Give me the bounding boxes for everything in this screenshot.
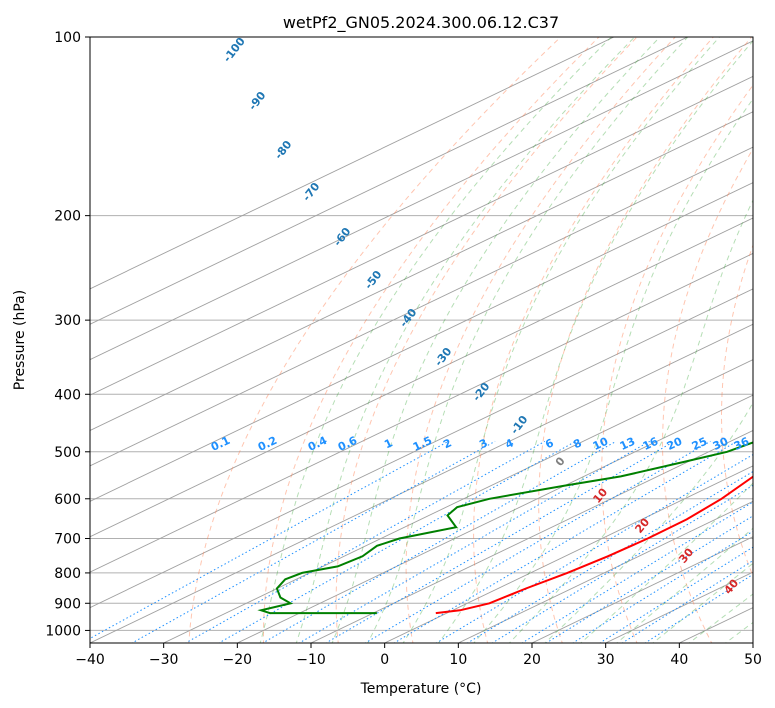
dry-adiabat-line xyxy=(405,37,676,643)
mixing-ratio-line xyxy=(298,440,650,643)
y-tick-label: 100 xyxy=(54,30,81,46)
isotherm-line xyxy=(90,111,753,431)
moist-adiabat-line xyxy=(508,199,753,643)
isotherm-line xyxy=(90,146,753,467)
moist-adiabat-line xyxy=(295,37,635,643)
moist-adiabat-line xyxy=(402,37,720,643)
isotherm-line xyxy=(90,323,753,643)
isotherm-line xyxy=(90,37,689,325)
x-axis-label: Temperature (°C) xyxy=(360,681,482,697)
isotherm-line xyxy=(90,252,753,573)
x-tick-label: −30 xyxy=(149,652,179,668)
mixing-ratio-line xyxy=(393,440,738,643)
background-lines-group xyxy=(90,37,753,643)
y-tick-label: 200 xyxy=(54,209,81,225)
isotherm-line xyxy=(90,182,753,502)
mixing-ratio-label: 36 xyxy=(732,435,752,453)
mixing-ratio-line xyxy=(130,440,496,643)
mixing-ratio-line xyxy=(545,515,753,643)
mixing-ratio-line xyxy=(364,440,711,643)
isotherm-line xyxy=(90,217,753,538)
y-tick-label: 500 xyxy=(54,445,81,461)
y-tick-label: 600 xyxy=(54,492,81,508)
mixing-ratio-label: 30 xyxy=(711,435,731,453)
plot-area xyxy=(90,37,753,643)
x-tick-label: −20 xyxy=(223,652,253,668)
isotherm-line xyxy=(383,465,753,643)
dry-adiabat-line xyxy=(661,147,753,643)
moist-adiabat-line xyxy=(615,527,753,643)
x-tick-label: 10 xyxy=(449,652,467,668)
mixing-ratio-line xyxy=(325,440,675,643)
moist-adiabat-line xyxy=(580,482,753,643)
y-tick-label: 800 xyxy=(54,566,81,582)
mixing-ratio-label: 10 xyxy=(591,435,611,453)
mixing-ratio-label: 13 xyxy=(618,435,637,453)
y-tick-label: 300 xyxy=(54,313,81,329)
series-group xyxy=(257,441,753,615)
isotherm-line xyxy=(90,37,615,290)
x-tick-label: 0 xyxy=(380,652,389,668)
dry-adiabat-line xyxy=(335,37,638,643)
y-tick-label: 900 xyxy=(54,596,81,612)
moist-adiabat-line xyxy=(652,562,753,643)
mixing-ratio-line xyxy=(261,440,617,643)
x-tick-label: 30 xyxy=(597,652,615,668)
mixing-ratio-line xyxy=(435,454,753,643)
chart-title: wetPf2_GN05.2024.300.06.12.C37 xyxy=(283,13,559,33)
isotherm-line xyxy=(90,288,753,609)
isotherm-line xyxy=(236,394,753,643)
temperature-profile-line xyxy=(435,475,753,615)
dewpoint-profile-line xyxy=(257,441,753,615)
isotherm-line xyxy=(457,500,753,643)
mixing-ratio-label: 25 xyxy=(690,435,709,453)
isotherm-line xyxy=(90,75,753,396)
mixing-ratio-label: 16 xyxy=(641,435,661,453)
mixing-ratio-line xyxy=(466,470,753,643)
moist-adiabat-line xyxy=(473,98,753,643)
dry-adiabat-line xyxy=(473,37,714,643)
mixing-ratio-label: 20 xyxy=(665,435,685,453)
isotherm-line xyxy=(309,430,753,643)
y-tick-label: 1000 xyxy=(45,623,81,639)
moist-adiabat-line xyxy=(331,37,661,643)
plot-frame xyxy=(89,36,754,644)
dry-adiabat-line xyxy=(601,84,753,643)
x-tick-label: −40 xyxy=(75,652,105,668)
mixing-ratio-line xyxy=(90,440,449,640)
x-tick-label: −10 xyxy=(296,652,326,668)
isotherm-line xyxy=(162,359,753,643)
x-tick-label: 50 xyxy=(744,652,762,668)
moist-adiabat-line xyxy=(437,40,753,643)
x-tick-label: 40 xyxy=(670,652,688,668)
isotherm-line xyxy=(90,40,753,361)
y-tick-label: 400 xyxy=(54,387,81,403)
isotherm-line xyxy=(530,536,753,643)
y-axis-label: Pressure (hPa) xyxy=(12,290,28,390)
y-tick-label: 700 xyxy=(54,532,81,548)
dry-adiabat-line xyxy=(721,243,753,578)
moist-adiabat-line xyxy=(367,37,689,643)
x-tick-label: 20 xyxy=(523,652,541,668)
